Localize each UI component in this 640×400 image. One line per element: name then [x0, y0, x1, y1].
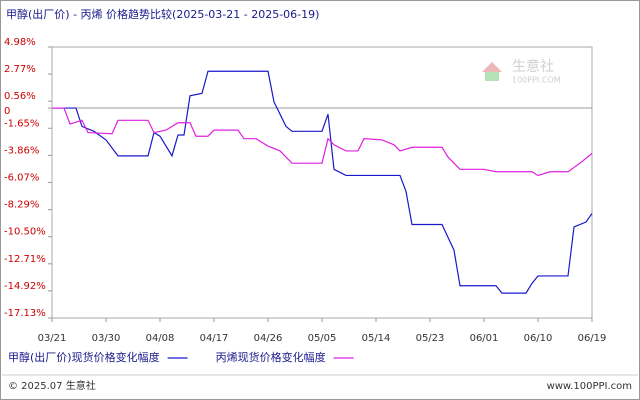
y-tick-label: -12.71% [4, 254, 46, 265]
chart-title: 甲醇(出厂价) - 丙烯 价格趋势比较(2025-03-21 - 2025-06… [6, 7, 319, 21]
series-line [52, 107, 593, 177]
y-tick-label: -10.50% [4, 227, 46, 238]
watermark-name: 生意社 [512, 58, 554, 75]
x-tick-label: 06/01 [470, 333, 499, 344]
y-tick-label: 4.98% [4, 37, 36, 48]
x-tick-label: 05/23 [416, 333, 445, 344]
watermark: 生意社 100PPI.COM [482, 58, 561, 85]
y-tick-label: 0 [4, 106, 10, 117]
y-tick-label: -6.07% [4, 172, 39, 183]
y-tick-label: -8.29% [4, 200, 39, 211]
y-tick-label: 0.56% [4, 91, 36, 102]
y-tick-label: -1.65% [4, 118, 39, 129]
x-tick-label: 05/14 [362, 333, 391, 344]
legend-label: 丙烯现货价格变化幅度 [216, 350, 326, 364]
x-tick-label: 04/26 [254, 333, 283, 344]
x-tick-label: 03/21 [38, 333, 67, 344]
x-tick-label: 04/08 [146, 333, 175, 344]
footer-right: www.100PPI.com [547, 381, 632, 392]
y-tick-label: -3.86% [4, 145, 39, 156]
x-tick-label: 04/17 [200, 333, 229, 344]
y-tick-label: 2.77% [4, 64, 36, 75]
logo-base [485, 72, 499, 81]
x-tick-label: 05/05 [308, 333, 337, 344]
footer-left: © 2025.07 生意社 [8, 379, 96, 392]
x-tick-label: 06/10 [524, 333, 553, 344]
y-tick-label: -17.13% [4, 308, 46, 319]
watermark-site: 100PPI.COM [512, 76, 561, 85]
y-tick-label: -14.92% [4, 281, 46, 292]
x-tick-label: 03/30 [92, 333, 121, 344]
series-line [52, 70, 593, 294]
logo-roof [482, 62, 502, 72]
legend-label: 甲醇(出厂价)现货价格变化幅度 [8, 350, 160, 364]
x-tick-label: 06/19 [578, 333, 607, 344]
